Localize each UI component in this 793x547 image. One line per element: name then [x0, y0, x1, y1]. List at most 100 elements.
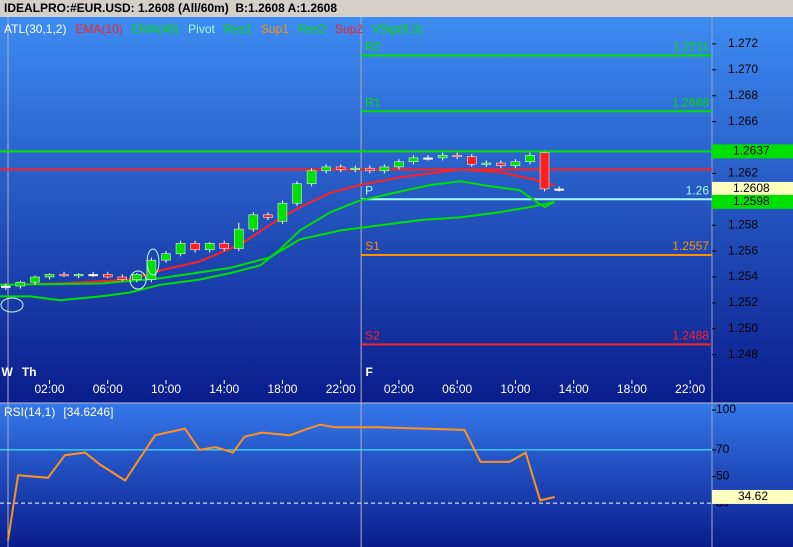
candle-body [132, 274, 142, 280]
y-tick-label: 1.266 [728, 114, 758, 128]
x-tick-label: 06:00 [442, 382, 472, 396]
legend-entry: EMA(40) [132, 22, 179, 36]
candle-body [481, 162, 492, 165]
legend-entry: Res1 [224, 22, 252, 36]
x-tick-label: 14:00 [209, 382, 239, 396]
price-panel [0, 17, 793, 403]
legend-entry: Res2 [298, 22, 326, 36]
candle-body [525, 155, 535, 162]
day-label: F [365, 365, 372, 379]
candle-body [59, 274, 69, 277]
x-tick-label: 10:00 [500, 382, 530, 396]
overlay-line [0, 200, 555, 286]
y-tick-label: 1.258 [728, 217, 758, 231]
candle-body [365, 167, 375, 172]
candle-body [234, 228, 244, 249]
y-tick-label: 70 [716, 442, 730, 456]
x-tick-label: 18:00 [267, 382, 297, 396]
candle-body [263, 214, 273, 218]
pivot-tag: R1 [365, 95, 381, 109]
candle-body [467, 156, 477, 165]
x-tick-label: 02:00 [384, 382, 414, 396]
pivot-tag: S2 [365, 329, 380, 343]
chart-title: IDEALPRO:#EUR.USD: 1.2608 (All/60m) B:1.… [4, 1, 337, 15]
candle-body [248, 214, 259, 230]
candle-body [423, 157, 433, 160]
highlight-circle [129, 270, 147, 290]
candle-body [437, 155, 448, 159]
price-tag-label: 1.2608 [733, 181, 770, 195]
candle-body [102, 274, 113, 278]
legend-entry: Pivot [188, 22, 215, 36]
plot-layer: 1.272 1.270 1.268 1.266 1.262 1.258 1.256 1.254… [0, 17, 793, 547]
candle-body [219, 243, 229, 249]
rsi-panel [0, 403, 793, 547]
pivot-tag: S1 [365, 239, 380, 253]
candle-body [306, 170, 317, 185]
pivot-tag: P [365, 183, 373, 197]
candle-body [44, 274, 55, 278]
y-tick-label: 1.270 [728, 62, 758, 76]
x-tick-label: 10:00 [151, 382, 181, 396]
candle-body [408, 157, 419, 162]
y-tick-label: 50 [716, 469, 730, 483]
candle-body [539, 152, 550, 190]
highlight-circle [0, 297, 24, 313]
rsi-last: [34.6246] [63, 405, 113, 419]
pivot-value: 1.2711 [673, 40, 709, 54]
candle-body [15, 281, 26, 287]
legend-entry: Sup1 [261, 22, 289, 36]
x-tick-label: 06:00 [93, 382, 123, 396]
x-tick-label: 14:00 [559, 382, 589, 396]
title-bar [0, 0, 793, 17]
x-tick-label: 22:00 [326, 382, 356, 396]
y-tick-label: 1.262 [728, 166, 758, 180]
x-tick-label: 22:00 [675, 382, 705, 396]
x-tick-label: 18:00 [617, 382, 647, 396]
candle-body [510, 161, 521, 166]
candle-body [175, 243, 186, 254]
y-tick-label: 1.272 [728, 36, 758, 50]
candle-body [335, 166, 346, 170]
y-tick-label: 1.252 [728, 295, 758, 309]
pivot-value: 1.26 [686, 183, 710, 197]
price-tag [712, 181, 793, 196]
day-label: Th [22, 365, 37, 379]
price-tag-label: 1.2598 [733, 194, 770, 208]
y-tick-label: 1.256 [728, 243, 758, 257]
candle-body [30, 276, 40, 283]
candle-body [73, 274, 84, 277]
legend-entry: EMA(10) [75, 22, 122, 36]
price-tag [712, 144, 793, 159]
pivot-value: 1.2488 [672, 329, 709, 343]
price-tag-label: 1.2637 [733, 144, 770, 158]
candle-body [190, 243, 200, 251]
candle-body [554, 188, 564, 191]
legend-entry: VStp(9,3) [372, 22, 423, 36]
rsi-line [7, 423, 555, 541]
candle-body [161, 253, 171, 261]
candle-body [350, 167, 361, 170]
candle-body [452, 155, 462, 158]
highlight-circle [146, 248, 160, 276]
candle-body [292, 183, 302, 204]
day-label: W [1, 365, 13, 379]
rsi-name: RSI(14,1) [4, 405, 55, 419]
rsi-tag-label: 34.62 [738, 489, 768, 503]
candle-body [379, 166, 390, 172]
candle-body [496, 162, 506, 166]
pivot-value: 1.2557 [672, 239, 709, 253]
candle-body [394, 161, 404, 168]
price-tag [712, 194, 793, 209]
candle-body [277, 202, 288, 222]
y-tick-label: 1.248 [728, 347, 758, 361]
y-tick-label: 1.254 [728, 269, 758, 283]
overlay-line [0, 180, 556, 302]
legend: ATL(30,1,2) EMA(10) EMA(40) Pivot Res1 Sup1 Re… [4, 22, 423, 36]
rsi-title: RSI(14,1) [34.6246] [4, 405, 113, 419]
legend-entry: ATL(30,1,2) [4, 22, 66, 36]
candle-body [204, 243, 215, 251]
candle-body [146, 259, 157, 280]
